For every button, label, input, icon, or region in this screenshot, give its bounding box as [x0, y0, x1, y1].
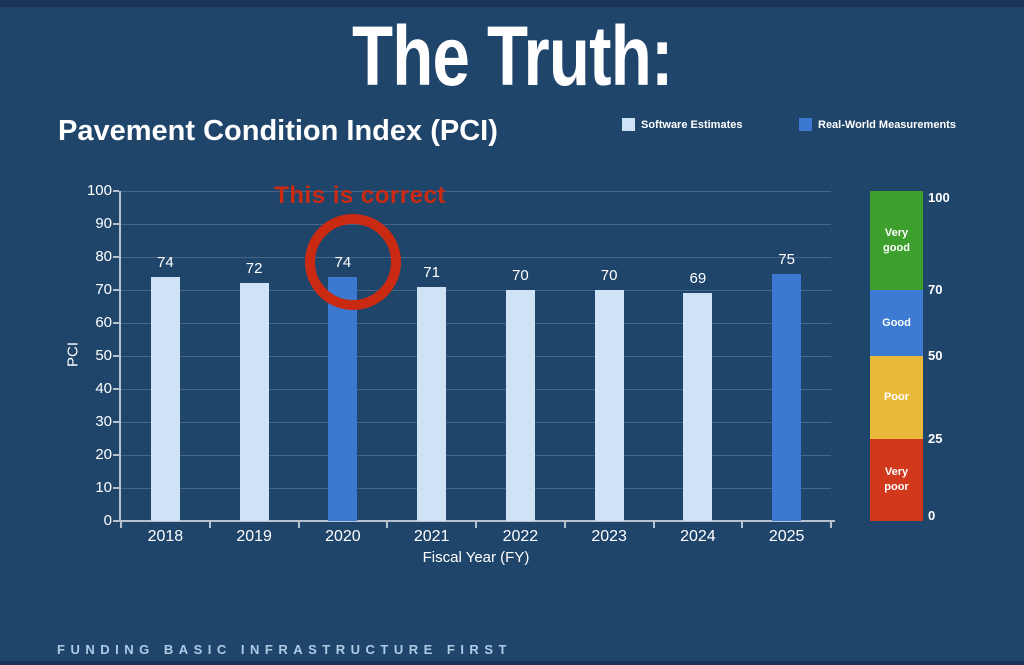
bar-2020 — [328, 276, 358, 521]
y-tick-mark-10 — [113, 487, 119, 489]
x-tick-label-2022: 2022 — [502, 528, 539, 545]
y-tick-label-50: 50 — [95, 347, 112, 364]
scale-tick-label-0: 0 — [928, 508, 936, 523]
y-tick-mark-80 — [113, 256, 119, 258]
y-tick-label-0: 0 — [103, 512, 112, 529]
y-axis-line — [119, 191, 121, 522]
legend-swatch-icon — [799, 118, 812, 131]
y-tick-mark-30 — [113, 421, 119, 423]
legend-label: Real-World Measurements — [818, 118, 956, 131]
gridline-80 — [121, 256, 831, 258]
x-tick-mark-0 — [120, 522, 122, 528]
scale-tick-label-50: 50 — [928, 348, 943, 363]
x-tick-mark-4 — [475, 522, 477, 528]
bar-2024 — [683, 293, 713, 521]
x-tick-label-2020: 2020 — [325, 528, 361, 545]
y-tick-mark-90 — [113, 223, 119, 225]
x-tick-label-2019: 2019 — [236, 528, 272, 545]
footer-text: FUNDING BASIC INFRASTRUCTURE FIRST — [57, 642, 512, 657]
x-tick-label-2025: 2025 — [768, 528, 805, 545]
x-tick-mark-1 — [208, 522, 211, 528]
x-tick-mark-5 — [563, 522, 566, 528]
legend-label: Software Estimates — [641, 118, 743, 131]
scale-tick-label-100: 100 — [928, 190, 950, 205]
y-tick-mark-20 — [113, 454, 119, 456]
x-tick-mark-2 — [297, 522, 300, 528]
annotation-text: This is correct — [274, 182, 446, 209]
y-tick-mark-70 — [113, 289, 119, 291]
gridline-60 — [121, 322, 831, 324]
scale-band-very-poor: Very poor — [870, 438, 923, 521]
y-tick-label-90: 90 — [95, 215, 112, 232]
scale-band-very-good: Very good — [870, 191, 923, 290]
annotation-circle — [304, 214, 401, 310]
bar-2019 — [239, 283, 269, 521]
top-edge-strip — [0, 0, 1024, 7]
y-tick-mark-50 — [113, 355, 119, 357]
scale-band-label: Very good — [883, 227, 910, 254]
scale-band-good: Good — [870, 290, 923, 356]
y-tick-mark-0 — [113, 520, 119, 522]
y-tick-label-70: 70 — [95, 281, 112, 298]
x-tick-label-2021: 2021 — [413, 528, 450, 545]
bar-value-2024: 69 — [689, 270, 707, 288]
y-tick-label-60: 60 — [95, 314, 112, 331]
gridline-20 — [121, 454, 831, 456]
x-tick-mark-6 — [652, 522, 655, 528]
bar-value-2021: 71 — [423, 263, 440, 281]
x-tick-mark-8 — [830, 522, 832, 528]
gridline-100 — [121, 190, 831, 192]
bar-2023 — [594, 290, 624, 521]
gridline-90 — [121, 223, 831, 225]
legend-item-software-estimates: Software Estimates — [622, 118, 742, 131]
y-tick-mark-40 — [113, 388, 119, 390]
gridline-40 — [121, 388, 831, 390]
x-tick-mark-7 — [741, 522, 744, 528]
scale-tick-label-70: 70 — [928, 282, 943, 297]
slide-title: The Truth: — [0, 14, 1024, 98]
y-tick-label-30: 30 — [95, 413, 112, 430]
x-axis-line — [117, 520, 835, 522]
y-tick-label-100: 100 — [86, 182, 112, 199]
bar-2022 — [505, 290, 535, 521]
scale-band-label: Good — [882, 316, 911, 329]
bar-2025 — [772, 273, 802, 521]
scale-tick-label-25: 25 — [928, 430, 943, 446]
bar-value-2018: 74 — [157, 253, 174, 271]
bar-value-2019: 72 — [245, 260, 263, 278]
y-tick-mark-60 — [113, 322, 119, 324]
y-tick-label-20: 20 — [95, 446, 112, 463]
x-tick-label-2023: 2023 — [591, 528, 627, 545]
scale-band-label: Poor — [883, 391, 910, 404]
bar-value-2022: 70 — [512, 267, 529, 284]
x-tick-mark-3 — [386, 522, 389, 528]
bottom-edge-strip — [0, 661, 1024, 665]
x-tick-label-2018: 2018 — [147, 528, 184, 545]
legend-item-real-world-measurements: Real-World Measurements — [799, 118, 956, 131]
gridline-30 — [121, 421, 831, 423]
scale-band-poor: Poor — [870, 356, 923, 439]
bar-2021 — [417, 286, 447, 521]
slide-title-text: The Truth: — [351, 9, 673, 103]
gridline-70 — [121, 289, 831, 291]
bar-value-2023: 70 — [600, 267, 618, 284]
bar-value-2025: 75 — [778, 250, 795, 268]
y-tick-label-80: 80 — [95, 248, 112, 265]
y-tick-mark-100 — [113, 190, 119, 192]
gridline-50 — [121, 355, 831, 357]
chart-title: Pavement Condition Index (PCI) — [58, 115, 498, 147]
x-axis-title: Fiscal Year (FY) — [422, 549, 530, 566]
y-tick-label-40: 40 — [95, 380, 112, 397]
x-tick-label-2024: 2024 — [680, 528, 716, 545]
legend-swatch-icon — [622, 118, 635, 131]
scale-band-label: Very poor — [884, 466, 909, 493]
bar-2018 — [150, 276, 180, 521]
y-tick-label-10: 10 — [95, 479, 112, 496]
gridline-10 — [121, 487, 831, 489]
